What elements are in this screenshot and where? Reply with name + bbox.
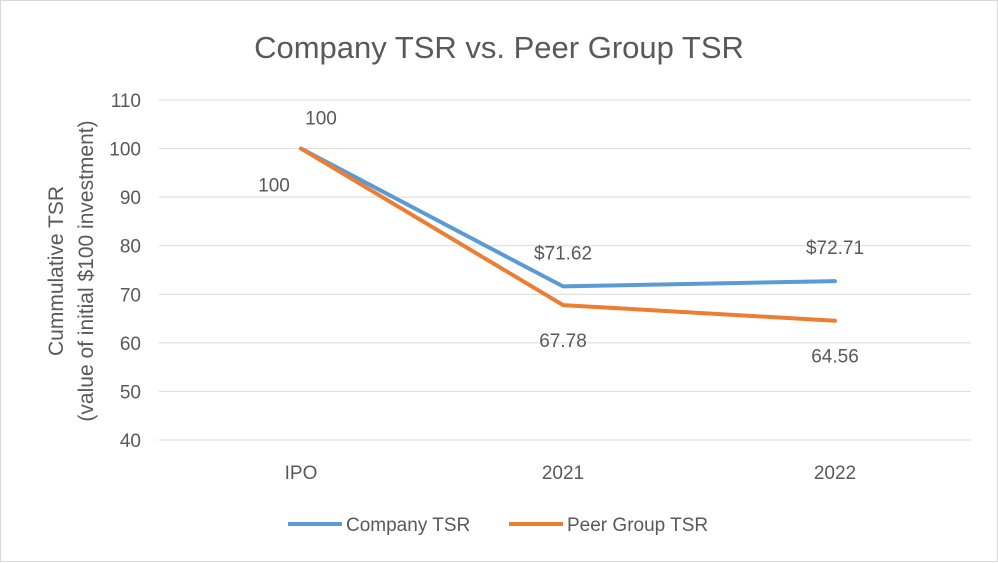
x-tick-label-2021: 2021 (542, 463, 584, 484)
y-axis-title-line1: Cummulative TSR (45, 186, 68, 356)
y-tick-label-80: 80 (120, 237, 141, 258)
x-axis-ticks: IPO 2021 2022 (285, 463, 857, 484)
y-axis-title-line2: (value of initial $100 investment) (75, 120, 98, 421)
legend-label-company-tsr: Company TSR (346, 515, 470, 536)
gridlines (159, 99, 971, 441)
legend: Company TSR Peer Group TSR (288, 515, 708, 536)
y-tick-label-40: 40 (120, 431, 141, 452)
series-line-company-tsr (299, 146, 837, 289)
y-tick-label-100: 100 (109, 140, 141, 161)
y-tick-label-110: 110 (111, 91, 141, 112)
data-labels: 100 $71.62 $72.71 100 67.78 64.56 (258, 109, 864, 368)
series-lines (299, 146, 837, 323)
data-label-company-tsr-2022: $72.71 (806, 238, 864, 259)
y-tick-label-70: 70 (120, 285, 141, 306)
series-line-peer-group-tsr (299, 146, 837, 323)
chart-title: Company TSR vs. Peer Group TSR (254, 30, 744, 65)
y-tick-label-60: 60 (120, 334, 141, 355)
x-tick-label-2022: 2022 (814, 463, 856, 484)
y-axis-ticks: 40 50 60 70 80 90 100 110 (109, 91, 141, 452)
x-tick-label-ipo: IPO (285, 463, 318, 484)
y-axis-title: Cummulative TSR (value of initial $100 i… (45, 120, 98, 421)
data-label-peer-group-tsr-2021: 67.78 (539, 331, 587, 352)
data-label-company-tsr-ipo: 100 (305, 109, 337, 130)
legend-label-peer-group-tsr: Peer Group TSR (567, 515, 708, 536)
y-tick-label-90: 90 (120, 188, 141, 209)
data-label-peer-group-tsr-2022: 64.56 (811, 347, 859, 368)
y-tick-label-50: 50 (120, 382, 141, 403)
data-label-peer-group-tsr-ipo: 100 (258, 176, 290, 197)
data-label-company-tsr-2021: $71.62 (534, 243, 592, 264)
